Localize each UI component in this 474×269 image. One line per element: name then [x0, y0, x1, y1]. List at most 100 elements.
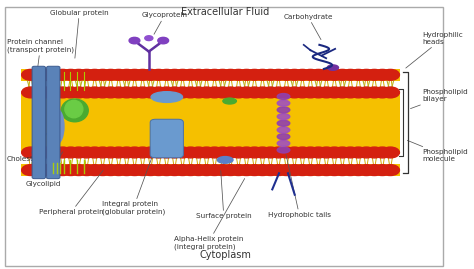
- Circle shape: [246, 87, 264, 98]
- Circle shape: [357, 69, 375, 80]
- Circle shape: [129, 37, 140, 44]
- Circle shape: [237, 69, 255, 80]
- Circle shape: [62, 165, 80, 175]
- Circle shape: [246, 165, 264, 175]
- Circle shape: [301, 87, 319, 98]
- Circle shape: [198, 69, 216, 80]
- Text: Extracellular Fluid: Extracellular Fluid: [181, 6, 269, 17]
- Circle shape: [301, 147, 319, 158]
- Text: Protein channel
(transport protein): Protein channel (transport protein): [7, 40, 74, 85]
- Circle shape: [118, 69, 136, 80]
- Circle shape: [173, 69, 191, 80]
- Circle shape: [317, 147, 336, 158]
- Ellipse shape: [277, 94, 290, 100]
- Circle shape: [54, 69, 72, 80]
- Circle shape: [142, 69, 160, 80]
- Circle shape: [237, 147, 255, 158]
- Circle shape: [333, 147, 352, 158]
- Circle shape: [381, 69, 400, 80]
- Circle shape: [165, 69, 184, 80]
- Circle shape: [78, 69, 96, 80]
- Circle shape: [325, 69, 344, 80]
- Circle shape: [54, 165, 72, 175]
- Ellipse shape: [277, 114, 290, 119]
- Circle shape: [149, 87, 168, 98]
- Circle shape: [229, 87, 247, 98]
- Circle shape: [325, 87, 344, 98]
- Text: Glycoprotein: Glycoprotein: [142, 12, 188, 34]
- Circle shape: [190, 147, 208, 158]
- Circle shape: [109, 147, 128, 158]
- Circle shape: [157, 69, 176, 80]
- Text: Phospholipid
molecule: Phospholipid molecule: [407, 140, 468, 162]
- Circle shape: [301, 69, 319, 80]
- Circle shape: [165, 87, 184, 98]
- Circle shape: [381, 165, 400, 175]
- Circle shape: [285, 165, 303, 175]
- Circle shape: [22, 69, 40, 80]
- Circle shape: [341, 87, 359, 98]
- Ellipse shape: [151, 92, 182, 102]
- Circle shape: [213, 147, 232, 158]
- Circle shape: [70, 165, 88, 175]
- Text: Peripheral protein: Peripheral protein: [39, 170, 103, 215]
- Circle shape: [229, 165, 247, 175]
- Circle shape: [349, 147, 367, 158]
- Circle shape: [333, 87, 352, 98]
- Ellipse shape: [277, 127, 290, 133]
- Circle shape: [357, 147, 375, 158]
- Circle shape: [365, 87, 383, 98]
- Circle shape: [118, 147, 136, 158]
- Circle shape: [37, 165, 56, 175]
- Circle shape: [93, 147, 112, 158]
- Circle shape: [325, 147, 344, 158]
- Circle shape: [37, 69, 56, 80]
- Text: Integral protein
(globular protein): Integral protein (globular protein): [102, 130, 165, 215]
- Circle shape: [149, 69, 168, 80]
- Ellipse shape: [277, 107, 290, 113]
- Circle shape: [269, 147, 288, 158]
- Circle shape: [190, 87, 208, 98]
- Circle shape: [269, 165, 288, 175]
- Circle shape: [349, 87, 367, 98]
- Ellipse shape: [217, 157, 233, 163]
- Circle shape: [109, 87, 128, 98]
- Circle shape: [165, 147, 184, 158]
- Circle shape: [46, 69, 64, 80]
- Circle shape: [293, 87, 311, 98]
- Circle shape: [229, 147, 247, 158]
- Text: Cholesterol: Cholesterol: [7, 132, 48, 162]
- Circle shape: [373, 69, 392, 80]
- FancyBboxPatch shape: [32, 66, 46, 179]
- Circle shape: [134, 165, 152, 175]
- Circle shape: [173, 147, 191, 158]
- Circle shape: [310, 147, 328, 158]
- Circle shape: [261, 147, 280, 158]
- Bar: [21, 69, 400, 81]
- Circle shape: [118, 165, 136, 175]
- Circle shape: [269, 69, 288, 80]
- Circle shape: [285, 147, 303, 158]
- Circle shape: [134, 87, 152, 98]
- Circle shape: [142, 87, 160, 98]
- Circle shape: [310, 69, 328, 80]
- Bar: [21, 93, 400, 152]
- Circle shape: [93, 165, 112, 175]
- Circle shape: [341, 69, 359, 80]
- Circle shape: [93, 87, 112, 98]
- Circle shape: [22, 147, 40, 158]
- Ellipse shape: [277, 134, 290, 140]
- Circle shape: [254, 87, 272, 98]
- Circle shape: [118, 87, 136, 98]
- Circle shape: [93, 69, 112, 80]
- Circle shape: [190, 165, 208, 175]
- Circle shape: [86, 69, 104, 80]
- Circle shape: [285, 69, 303, 80]
- Circle shape: [86, 147, 104, 158]
- Circle shape: [365, 147, 383, 158]
- Circle shape: [213, 165, 232, 175]
- Circle shape: [30, 165, 48, 175]
- Circle shape: [173, 87, 191, 98]
- Circle shape: [277, 165, 296, 175]
- Circle shape: [86, 87, 104, 98]
